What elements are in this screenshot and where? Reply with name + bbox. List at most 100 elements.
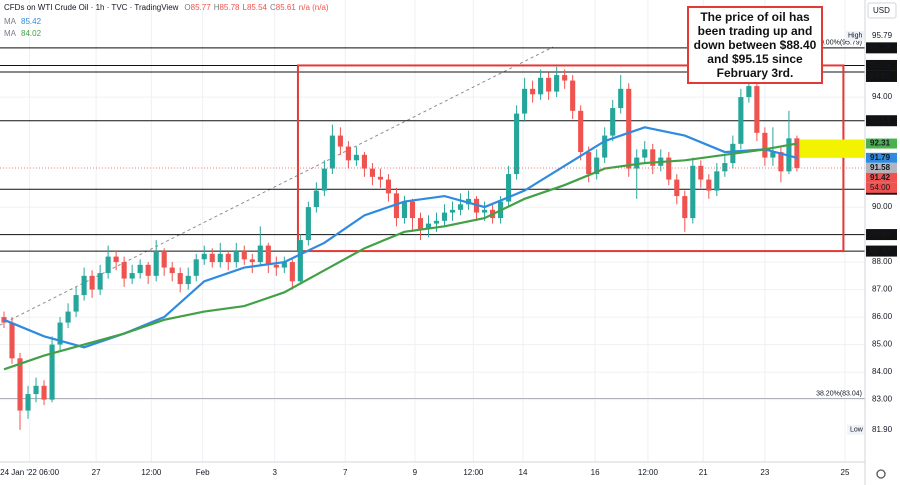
- candle-body: [626, 88, 632, 169]
- ohlc-value: 85.78: [219, 3, 240, 12]
- level-label-bg: [866, 245, 897, 257]
- x-tick-label: 12:00: [141, 468, 162, 477]
- price-label: 92.31: [870, 139, 891, 148]
- x-tick-label: Feb: [196, 468, 210, 477]
- candle-body: [746, 86, 752, 98]
- candle-body: [81, 275, 87, 296]
- candle-body: [65, 311, 71, 323]
- price-label-bg: [866, 162, 897, 173]
- high-label: High: [848, 33, 863, 40]
- currency-button[interactable]: [867, 2, 897, 19]
- x-tick-label: 27: [92, 468, 101, 477]
- candle-body: [153, 251, 159, 276]
- level-label-bg: [866, 229, 897, 241]
- currency[interactable]: USD: [873, 6, 890, 15]
- candle-body: [297, 240, 303, 282]
- level-label: 95.79: [870, 43, 891, 52]
- price-label: 91.79: [870, 153, 891, 162]
- candle-body: [674, 179, 680, 197]
- chart-title: CFDs on WTI Crude Oil · 1h · TVC · Tradi…: [4, 3, 329, 12]
- plot: [0, 66, 865, 430]
- candle-body: [530, 88, 536, 95]
- candle-body: [401, 201, 408, 219]
- candle-body: [345, 146, 351, 161]
- y-tick-label: 85.00: [872, 340, 893, 349]
- x-tick-label: 25: [841, 468, 850, 477]
- candle-body: [417, 218, 424, 230]
- grid: [0, 0, 865, 462]
- candle-body: [642, 149, 648, 158]
- candle-body: [570, 80, 576, 111]
- candle-body: [754, 86, 760, 133]
- level-label-bg: [866, 70, 897, 82]
- ohlc-key: O: [184, 3, 190, 12]
- legend-name: MA: [4, 17, 17, 26]
- candle-body: [177, 273, 183, 285]
- candle-body: [369, 168, 375, 177]
- price-label-bg: [866, 172, 897, 183]
- low-label-bg: [847, 424, 864, 435]
- candle-body: [49, 344, 55, 400]
- low-value: 81.90: [872, 425, 893, 434]
- y-tick-label: 90.00: [872, 202, 893, 211]
- x-tick-label: 12:00: [638, 468, 659, 477]
- candle-body: [457, 204, 464, 210]
- candle-body: [425, 223, 432, 230]
- candle-body: [129, 273, 135, 279]
- candle-body: [449, 209, 456, 213]
- level-label: 95.15: [870, 61, 891, 70]
- candle-body: [337, 135, 343, 147]
- x-tick-label: 23: [760, 468, 769, 477]
- price-label-bg: [866, 138, 897, 149]
- candle-body: [481, 209, 488, 213]
- candle-body: [73, 295, 79, 312]
- candle-body: [554, 75, 560, 92]
- candle-body: [289, 262, 295, 282]
- candle-body: [313, 190, 319, 208]
- x-tick-label: 24 Jan '22 06:00: [0, 468, 59, 477]
- candle-body: [113, 256, 119, 263]
- high-label-bg: [845, 30, 864, 41]
- candle-body: [778, 152, 784, 172]
- price-label: 91.42: [870, 173, 891, 182]
- y-tick-label: 83.00: [872, 395, 893, 404]
- candle-body: [546, 77, 552, 92]
- candle-body: [257, 245, 263, 263]
- candle-body: [137, 264, 143, 274]
- candle-body: [794, 138, 800, 169]
- candle-body: [682, 196, 688, 219]
- candle-body: [690, 165, 696, 219]
- candle-body: [409, 201, 416, 219]
- annotation: The price of oil has been trading up and…: [687, 6, 823, 84]
- settings-icon[interactable]: [876, 469, 886, 479]
- candle-body: [241, 251, 247, 260]
- legend: MA 85.42 MA 84.02: [4, 17, 42, 38]
- candle-body: [522, 88, 528, 114]
- candle-body: [586, 152, 592, 175]
- candle-body: [97, 273, 103, 290]
- candle-body: [393, 193, 400, 219]
- range-box: [296, 64, 845, 253]
- candle-body: [353, 154, 359, 161]
- price-label: 91.58: [870, 163, 891, 172]
- level-label-bg: [866, 59, 897, 71]
- fib-label: 0.00%(95.79): [820, 40, 862, 47]
- low-label: Low: [850, 427, 864, 434]
- ohlc-key: L: [243, 3, 248, 12]
- level-label-bg: [866, 42, 897, 54]
- y-tick-label: 94.00: [872, 92, 893, 101]
- high-value: 95.79: [872, 31, 893, 40]
- level-label: 89.00: [870, 230, 891, 239]
- candle-body: [25, 394, 31, 411]
- candle-body: [169, 267, 175, 274]
- candle-body: [722, 163, 728, 172]
- candle-body: [89, 275, 95, 290]
- candle-body: [610, 108, 616, 136]
- candle-body: [249, 259, 255, 263]
- candle-body: [217, 253, 223, 263]
- candle-body: [618, 88, 624, 109]
- countdown-bg: [866, 182, 897, 193]
- candle-body: [9, 322, 15, 359]
